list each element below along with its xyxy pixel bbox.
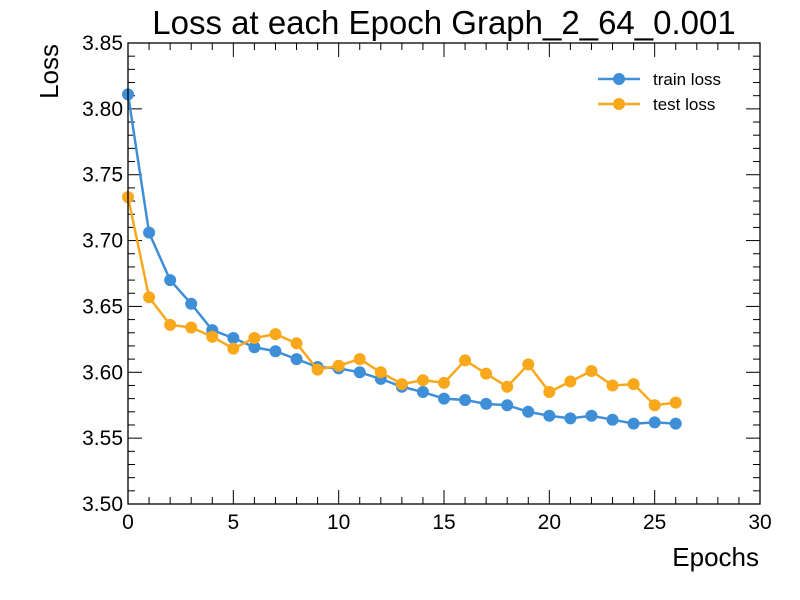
plot-frame — [127, 42, 761, 505]
data-point — [269, 345, 282, 358]
x-tick-label: 25 — [643, 511, 666, 534]
data-point — [248, 332, 261, 345]
data-point — [164, 318, 177, 331]
data-point — [648, 399, 661, 412]
data-point — [438, 376, 450, 389]
tick-labels: 0 5 10 15 20 25 30 3.50 3.55 3.60 3.65 3.70 3.75 3.80… — [82, 32, 772, 534]
data-point — [522, 405, 535, 418]
data-point — [606, 379, 619, 392]
data-point — [185, 321, 198, 334]
data-point — [501, 380, 514, 393]
data-point — [543, 409, 556, 422]
data-point — [290, 353, 303, 366]
data-point — [416, 386, 429, 399]
x-tick-label: 20 — [538, 511, 561, 534]
data-point — [585, 364, 598, 377]
data-point — [480, 367, 493, 380]
data-point — [459, 354, 472, 367]
x-tick-label: 30 — [748, 511, 771, 534]
legend-label: train loss — [653, 70, 721, 89]
y-tick-label: 3.50 — [82, 493, 123, 516]
legend-marker — [613, 98, 625, 110]
data-point — [606, 413, 619, 426]
data-point — [269, 328, 282, 341]
y-axis-label: Loss — [34, 44, 64, 99]
data-point — [522, 358, 535, 371]
data-point — [374, 366, 387, 379]
data-point — [227, 332, 240, 345]
y-tick-label: 3.60 — [82, 361, 123, 384]
x-axis-label: Epochs — [672, 542, 759, 572]
data-point — [564, 375, 577, 388]
data-point — [143, 291, 156, 304]
x-tick-label: 10 — [327, 511, 350, 534]
y-tick-label: 3.80 — [82, 98, 123, 121]
series-1 — [122, 191, 682, 412]
data-point — [501, 399, 514, 412]
data-point — [332, 359, 345, 372]
y-tick-label: 3.55 — [82, 427, 123, 450]
legend-label: test loss — [653, 95, 715, 114]
x-tick-label: 5 — [227, 511, 239, 534]
chart-title: Loss at each Epoch Graph_2_64_0.001 — [152, 4, 735, 41]
data-point — [543, 386, 556, 399]
x-tick-label: 15 — [432, 511, 455, 534]
plot-series — [122, 88, 682, 430]
legend-marker — [613, 73, 625, 85]
data-point — [353, 353, 366, 366]
data-point — [353, 366, 366, 379]
data-point — [185, 297, 198, 310]
data-point — [627, 417, 640, 430]
y-tick-label: 3.65 — [82, 295, 123, 318]
data-point — [564, 412, 577, 425]
data-point — [143, 226, 156, 239]
data-point — [395, 378, 408, 391]
data-point — [416, 374, 429, 387]
data-point — [585, 409, 598, 422]
data-point — [669, 417, 682, 430]
data-point — [290, 337, 303, 350]
data-point — [206, 330, 219, 343]
data-point — [227, 342, 240, 355]
y-tick-label: 3.85 — [82, 32, 123, 55]
data-point — [648, 416, 661, 429]
data-point — [164, 274, 177, 287]
data-point — [248, 341, 261, 354]
data-point — [480, 397, 493, 410]
x-tick-label: 0 — [122, 511, 134, 534]
data-point — [669, 396, 682, 409]
legend: train loss test loss — [598, 70, 721, 114]
data-point — [438, 392, 450, 405]
data-point — [627, 378, 640, 391]
y-tick-label: 3.75 — [82, 164, 123, 187]
y-tick-label: 3.70 — [82, 230, 123, 253]
data-point — [311, 363, 324, 376]
data-point — [459, 393, 472, 406]
